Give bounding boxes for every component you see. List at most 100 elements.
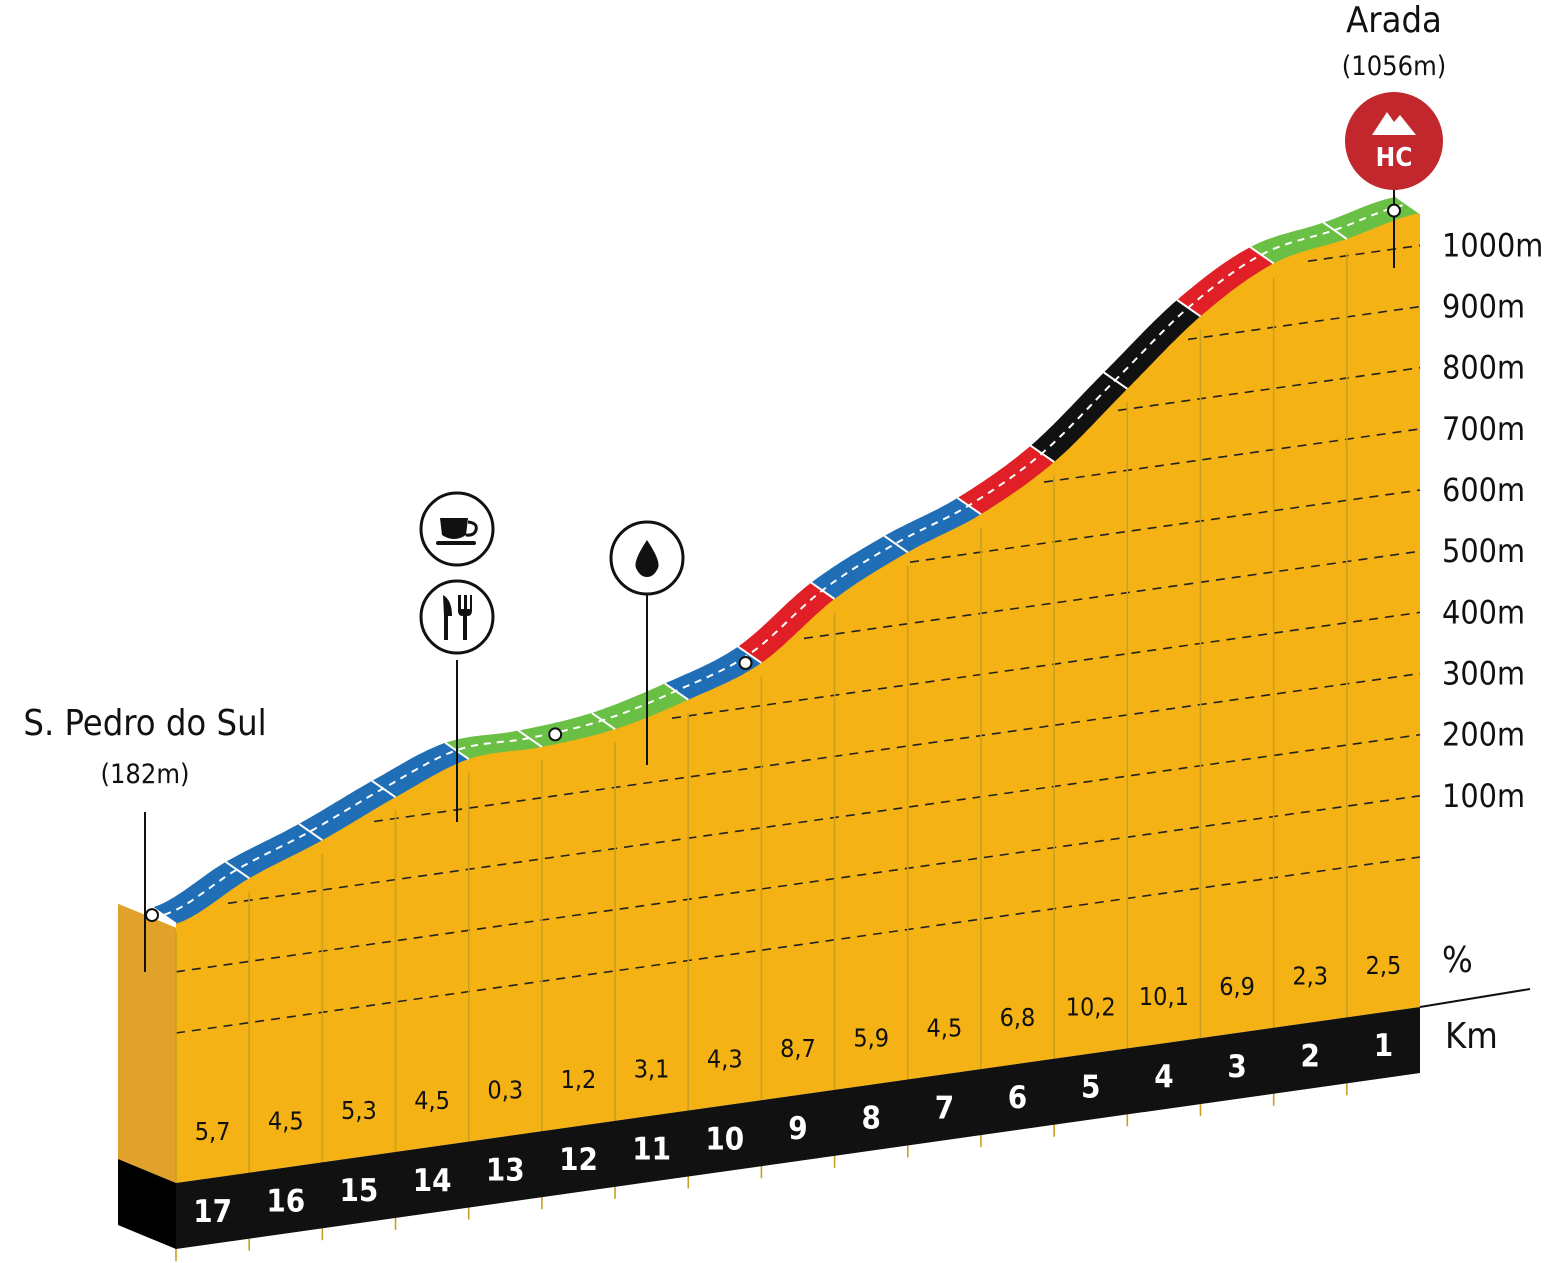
km-label: 8 [861,1101,880,1137]
km-label: 2 [1300,1039,1319,1075]
km-label: 11 [632,1132,671,1168]
feed-zone-dot [548,727,563,742]
start-location: S. Pedro do Sul (182m) [23,703,267,972]
road-segment [225,823,323,879]
km-label: 10 [705,1121,744,1157]
road-segment [664,646,762,700]
km-label: 1 [1374,1028,1393,1064]
altitude-gridline [803,550,1421,640]
km-label: 17 [193,1194,232,1230]
profile-fill [176,211,1420,1183]
road-separator [298,823,323,842]
altitude-tick-label: 1000m [1442,226,1543,264]
gradient-label: 4,5 [927,1013,963,1042]
road-segment [445,730,542,760]
gradient-label: 4,5 [414,1086,450,1115]
altitude-tick-label: 900m [1442,288,1525,326]
km-label: 15 [339,1173,378,1209]
km-label: 12 [559,1142,598,1178]
water-icon [609,520,685,596]
road-separator [517,729,543,748]
road-separator [883,535,909,554]
altitude-gridline [671,611,1421,719]
hc-badge-label: HC [1376,143,1413,173]
gradient-label: 3,1 [634,1055,670,1084]
altitude-gridline [1307,244,1421,262]
road-centerline [163,203,1409,916]
road-separator [1322,221,1348,240]
feed-zone-marker [419,491,495,822]
gradient-label: 8,7 [780,1034,816,1063]
km-labels: 17 16 15 14 13 12 11 10 9 8 7 6 5 4 3 2 1 [193,1028,1393,1230]
road-segment [372,742,469,798]
road-segment [1103,300,1201,389]
gradient-label: 6,9 [1219,972,1255,1001]
altitude-tick-label: 400m [1442,593,1525,631]
summit-elevation: (1056m) [1342,51,1446,82]
km-label: 7 [935,1090,954,1126]
summit-location: Arada (1056m) HC [1342,0,1446,268]
km-band [176,1007,1420,1249]
km-label: 13 [486,1152,525,1188]
start-name: S. Pedro do Sul [23,703,266,744]
road-separator [737,645,762,664]
altitude-gridline [227,733,1421,905]
altitude-gridline [175,856,1421,1034]
altitude-tick-label: 800m [1442,349,1525,387]
gradient-label: 2,5 [1366,951,1402,980]
km-label: 4 [1154,1059,1173,1095]
gradient-label: 0,3 [487,1075,523,1104]
hc-category-badge: HC [1345,92,1443,190]
mountain-icon [1372,112,1416,135]
altitude-gridline [1187,305,1421,341]
water-marker [609,520,685,765]
gradient-label: 5,3 [341,1096,377,1125]
profile-side-face [118,903,176,1183]
start-dot [145,908,159,923]
altitude-tick-label: 200m [1442,716,1525,754]
gradient-label: 4,3 [707,1044,743,1073]
altitude-tick-label: 300m [1442,655,1525,693]
altitude-tick-label: 600m [1442,471,1525,509]
gradient-label: 5,7 [195,1117,231,1146]
summit-name: Arada [1346,0,1442,41]
km-axis-line [1419,988,1531,1008]
altitude-gridline [1117,366,1421,412]
km-label: 16 [266,1184,305,1220]
summit-dot [1387,203,1401,218]
gradient-label: 4,5 [268,1107,304,1136]
road-separator [1396,196,1421,215]
gradient-label: 2,3 [1292,962,1328,991]
road-segment [1177,247,1274,317]
gradient-axis-label: % [1442,940,1473,981]
gradient-label: 10,2 [1066,993,1116,1022]
gradient-label: 6,8 [1000,1003,1036,1032]
hc-badge-circle [1345,92,1443,190]
altitude-gridline [175,795,1421,973]
km-base-band [118,988,1531,1249]
coffee-icon [419,491,495,567]
altitude-gridline [373,672,1421,823]
restaurant-icon [419,579,495,655]
altitude-tick-label: 100m [1442,777,1525,815]
altitude-axis: 100m 200m 300m 400m 500m 600m 700m 800m 900m 1000… [1442,226,1543,814]
km-label: 14 [413,1163,452,1199]
km-axis-label: Km [1445,1016,1498,1057]
km-label: 6 [1008,1080,1027,1116]
altitude-tick-label: 500m [1442,532,1525,570]
gradient-labels: 5,7 4,5 5,3 4,5 0,3 1,2 3,1 4,3 8,7 5,9 4,5 6,8 10,2… [195,951,1402,1146]
altitude-gridline [909,489,1421,563]
gradient-label: 10,1 [1139,982,1189,1011]
gradient-road-band [152,196,1421,925]
water-dot [738,656,753,670]
gradient-label: 1,2 [561,1065,597,1094]
road-separator [225,861,250,880]
gradient-label: 5,9 [853,1024,889,1053]
start-elevation: (182m) [101,759,190,790]
road-segment [811,536,908,599]
altitude-tick-label: 700m [1442,410,1525,448]
km-band-side [118,1159,176,1249]
profile-body [118,211,1420,1183]
km-label: 5 [1081,1070,1100,1106]
